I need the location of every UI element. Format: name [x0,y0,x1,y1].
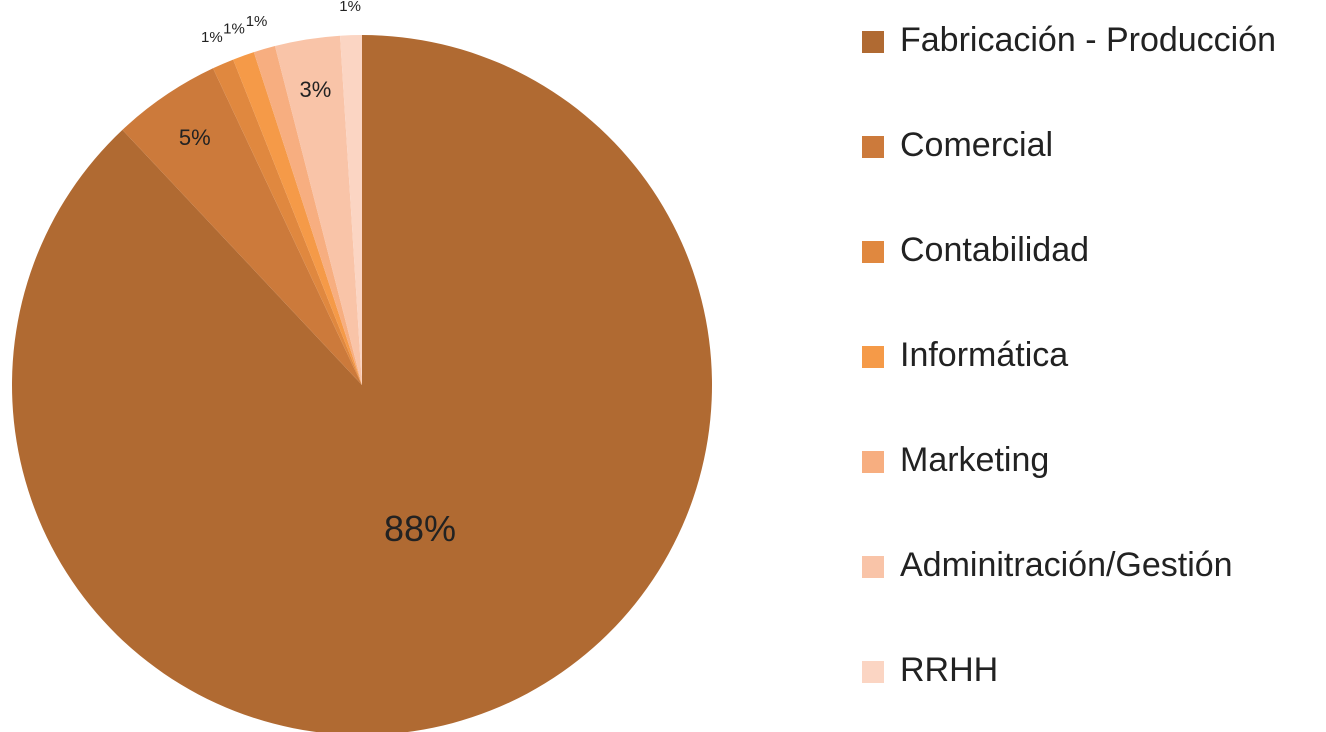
legend-label: Adminitración/Gestión [900,546,1233,584]
pie-slice [253,45,362,385]
legend-label: Fabricación - Producción [900,21,1276,59]
pie-slice [212,59,362,385]
data-label: 1% [201,29,223,46]
data-label: 1% [246,13,268,30]
legend-label: Comercial [900,126,1053,164]
legend-label: Marketing [900,441,1049,479]
data-label: 5% [179,125,211,150]
legend-swatch [862,241,884,263]
pie-slice [233,52,362,385]
pie-slice [12,35,712,732]
legend-swatch [862,556,884,578]
legend-swatch [862,136,884,158]
pie-slice [274,35,362,385]
data-label: 1% [339,0,361,15]
pie-slice [122,68,363,385]
legend-swatch [862,451,884,473]
data-label: 88% [384,508,456,549]
pie-slice [340,35,362,385]
legend-label: RRHH [900,651,998,689]
legend-label: Contabilidad [900,231,1089,269]
legend-swatch [862,31,884,53]
data-label: 3% [300,77,332,102]
legend-swatch [862,661,884,683]
legend-swatch [862,346,884,368]
legend-label: Informática [900,336,1068,374]
data-label: 1% [223,20,245,37]
